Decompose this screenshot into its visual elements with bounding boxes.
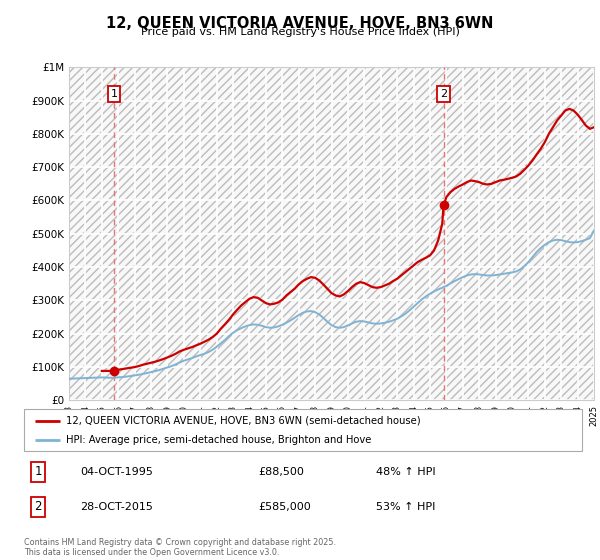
Text: 12, QUEEN VICTORIA AVENUE, HOVE, BN3 6WN (semi-detached house): 12, QUEEN VICTORIA AVENUE, HOVE, BN3 6WN… xyxy=(66,416,421,426)
Text: 2: 2 xyxy=(440,89,447,99)
Text: 2: 2 xyxy=(34,500,42,514)
Text: Contains HM Land Registry data © Crown copyright and database right 2025.
This d: Contains HM Land Registry data © Crown c… xyxy=(24,538,336,557)
Text: Price paid vs. HM Land Registry's House Price Index (HPI): Price paid vs. HM Land Registry's House … xyxy=(140,27,460,37)
Text: 04-OCT-1995: 04-OCT-1995 xyxy=(80,467,152,477)
Text: 48% ↑ HPI: 48% ↑ HPI xyxy=(376,467,435,477)
Text: 12, QUEEN VICTORIA AVENUE, HOVE, BN3 6WN: 12, QUEEN VICTORIA AVENUE, HOVE, BN3 6WN xyxy=(106,16,494,31)
Text: £585,000: £585,000 xyxy=(259,502,311,512)
Text: 53% ↑ HPI: 53% ↑ HPI xyxy=(376,502,435,512)
Text: HPI: Average price, semi-detached house, Brighton and Hove: HPI: Average price, semi-detached house,… xyxy=(66,435,371,445)
Text: 1: 1 xyxy=(34,465,42,478)
Text: 1: 1 xyxy=(110,89,118,99)
Text: 28-OCT-2015: 28-OCT-2015 xyxy=(80,502,152,512)
Text: £88,500: £88,500 xyxy=(259,467,304,477)
